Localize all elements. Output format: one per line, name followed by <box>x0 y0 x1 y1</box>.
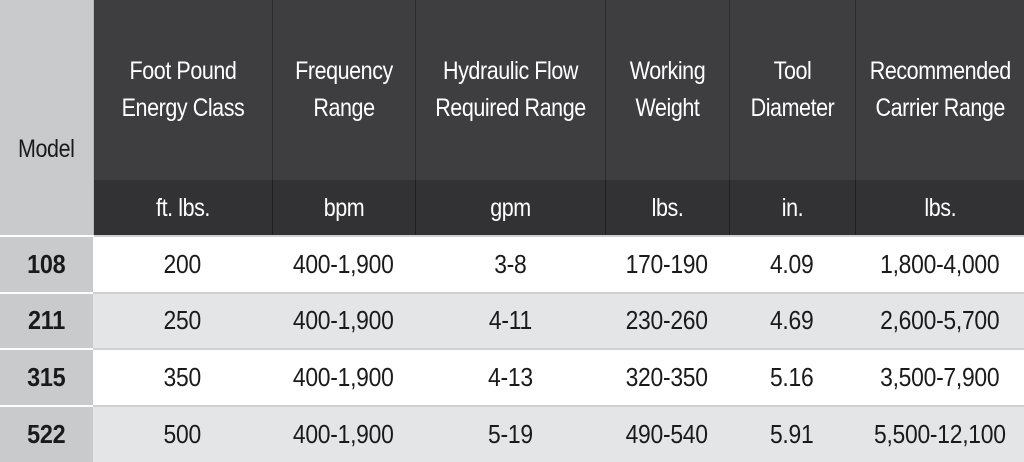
energy-cell: 350 <box>93 348 272 406</box>
column-header-energy: Foot Pound Energy Class <box>92 0 272 180</box>
column-header-frequency: Frequency Range <box>271 0 415 180</box>
weight-cell: 490-540 <box>605 404 729 462</box>
weight-cell: 320-350 <box>605 348 729 406</box>
flow-cell: 3-8 <box>415 235 605 293</box>
unit-row: ft. lbs. bpm gpm lbs. in. lbs. <box>0 180 1024 236</box>
carrier-cell: 1,800-4,000 <box>855 235 1024 293</box>
carrier-cell: 3,500-7,900 <box>855 348 1024 406</box>
table-row: 211 250 400-1,900 4-11 230-260 4.69 2,60… <box>0 291 1024 349</box>
frequency-cell: 400-1,900 <box>272 291 415 349</box>
unit-flow: gpm <box>414 180 605 236</box>
header-row: Model Foot Pound Energy Class Frequency … <box>0 0 1024 236</box>
table-row: 522 500 400-1,900 5-19 490-540 5.91 5,50… <box>0 404 1024 462</box>
flow-cell: 4-11 <box>415 291 605 349</box>
flow-cell: 5-19 <box>415 404 605 462</box>
model-cell: 522 <box>0 404 93 462</box>
unit-energy: ft. lbs. <box>93 180 272 236</box>
diameter-cell: 5.91 <box>729 404 855 462</box>
weight-cell: 230-260 <box>605 291 729 349</box>
diameter-cell: 5.16 <box>729 348 855 406</box>
unit-frequency: bpm <box>271 180 415 236</box>
table-row: 315 350 400-1,900 4-13 320-350 5.16 3,50… <box>0 348 1024 406</box>
energy-cell: 500 <box>93 404 272 462</box>
carrier-cell: 2,600-5,700 <box>855 291 1024 349</box>
diameter-cell: 4.69 <box>729 291 855 349</box>
model-cell: 108 <box>0 235 93 293</box>
model-cell: 315 <box>0 348 93 406</box>
column-header-diameter: Tool Diameter <box>728 0 855 180</box>
column-header-carrier: Recommended Carrier Range <box>854 0 1024 180</box>
unit-carrier: lbs. <box>854 180 1024 236</box>
diameter-cell: 4.09 <box>729 235 855 293</box>
flow-cell: 4-13 <box>415 348 605 406</box>
column-header-model: Model <box>0 0 94 236</box>
unit-weight: lbs. <box>604 180 729 236</box>
column-header-weight: Working Weight <box>604 0 729 180</box>
weight-cell: 170-190 <box>605 235 729 293</box>
model-cell: 211 <box>0 291 93 349</box>
frequency-cell: 400-1,900 <box>272 235 415 293</box>
column-header-flow: Hydraulic Flow Required Range <box>414 0 605 180</box>
table-row: 108 200 400-1,900 3-8 170-190 4.09 1,800… <box>0 235 1024 293</box>
frequency-cell: 400-1,900 <box>272 348 415 406</box>
frequency-cell: 400-1,900 <box>272 404 415 462</box>
unit-diameter: in. <box>728 180 855 236</box>
carrier-cell: 5,500-12,100 <box>855 404 1024 462</box>
energy-cell: 200 <box>93 235 272 293</box>
energy-cell: 250 <box>93 291 272 349</box>
